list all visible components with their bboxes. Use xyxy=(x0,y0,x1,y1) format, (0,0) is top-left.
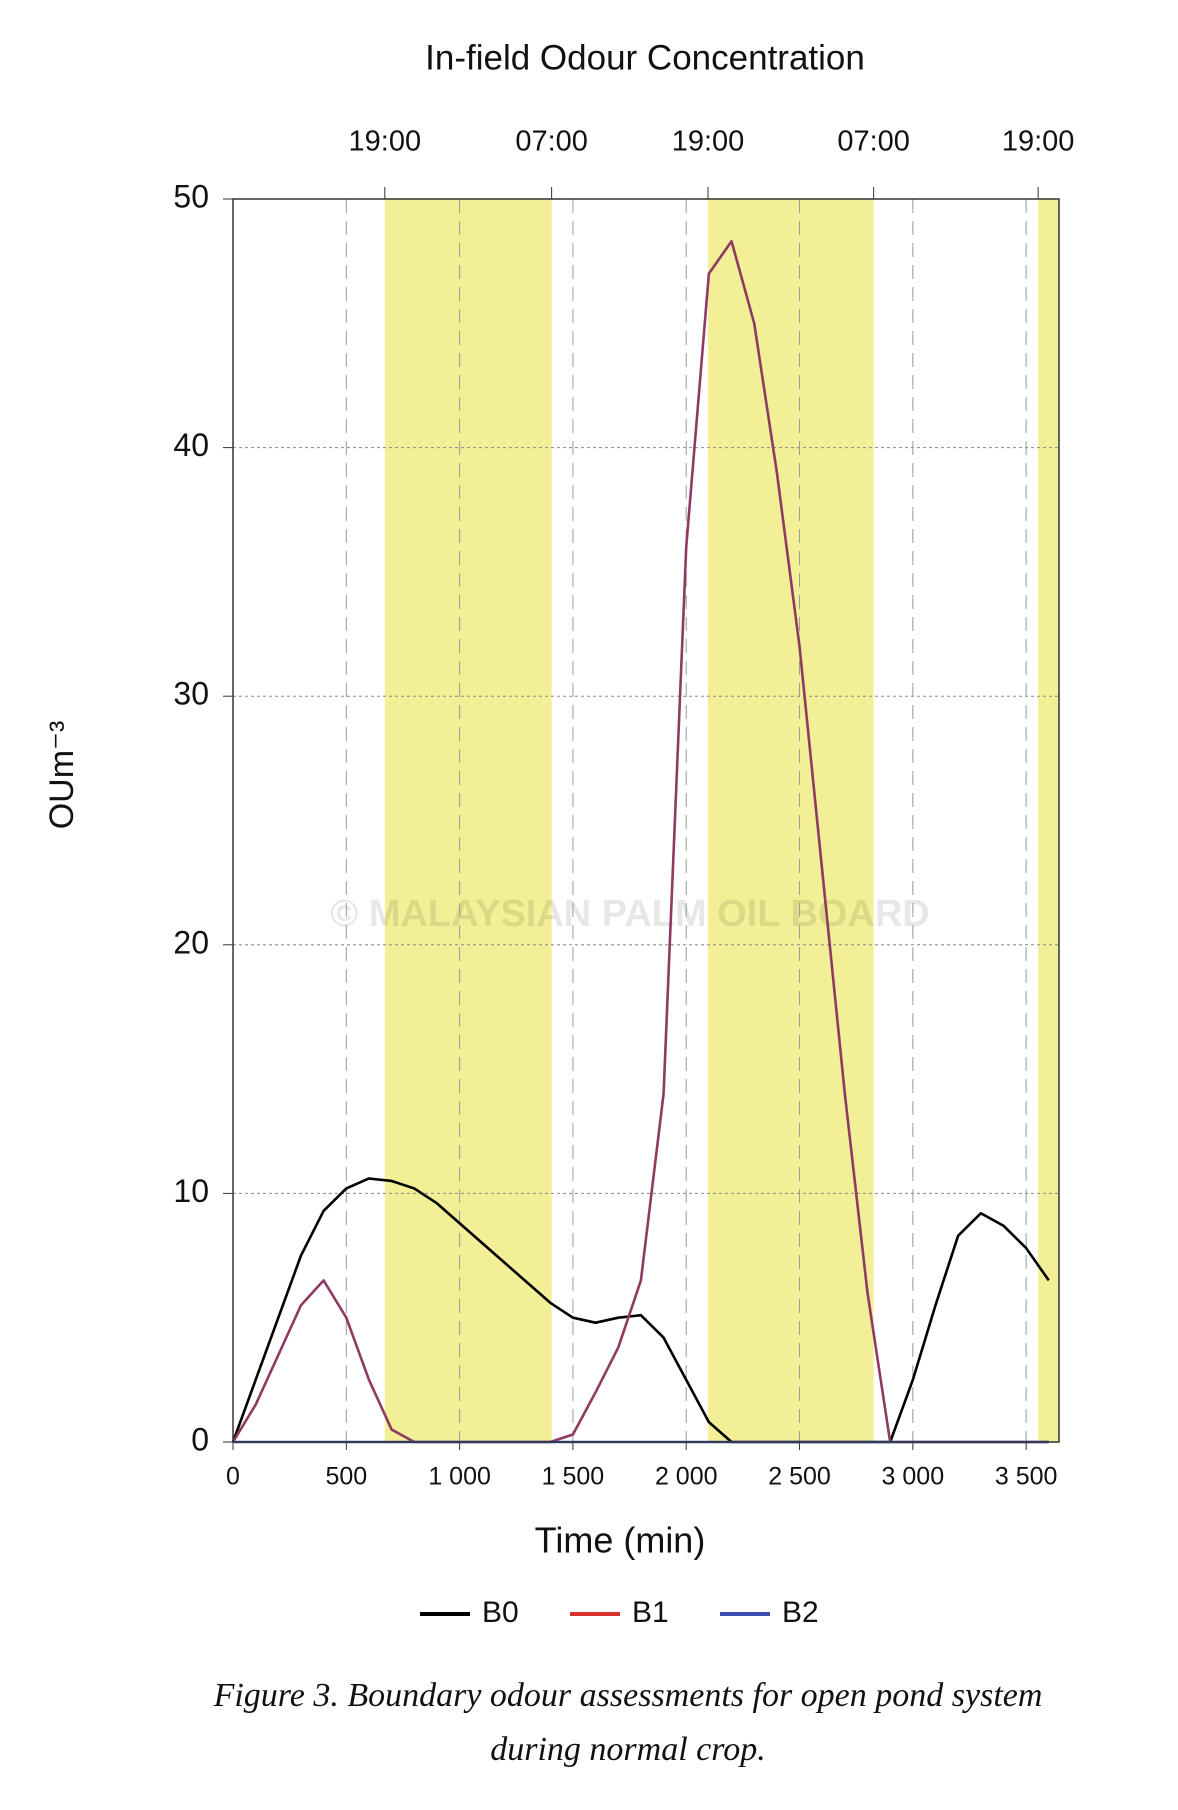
watermark: © MALAYSIAN PALM OIL BOARD xyxy=(330,893,929,935)
top-tick-label: 07:00 xyxy=(837,126,910,158)
y-tick-label: 0 xyxy=(191,1421,209,1457)
series-line xyxy=(231,1177,1050,1444)
chart-title: In-field Odour Concentration xyxy=(425,38,865,77)
legend-label: B2 xyxy=(782,1596,819,1629)
top-tick-label: 19:00 xyxy=(349,126,422,158)
top-tick-label: 19:00 xyxy=(672,126,745,158)
x-tick-label: 3 000 xyxy=(882,1463,945,1491)
x-tick-label: 500 xyxy=(325,1463,367,1491)
plot-frame xyxy=(232,198,1060,1443)
legend-label: B1 xyxy=(632,1596,669,1629)
top-tick-label: 07:00 xyxy=(515,126,588,158)
night-band xyxy=(384,199,552,1442)
x-tick-label: 1 000 xyxy=(428,1463,491,1491)
series-line xyxy=(231,239,1049,1444)
y-tick-label: 40 xyxy=(173,427,209,463)
x-tick-label: 0 xyxy=(226,1463,240,1491)
x-axis-label: Time (min) xyxy=(535,1520,706,1561)
x-tick-label: 3 500 xyxy=(995,1463,1058,1491)
y-tick-label: 10 xyxy=(173,1173,209,1209)
y-axis-label: OUm⁻³ xyxy=(43,721,81,830)
legend-label: B0 xyxy=(482,1596,519,1629)
night-band xyxy=(1038,199,1059,1442)
y-tick-label: 30 xyxy=(173,676,209,712)
top-tick-label: 19:00 xyxy=(1002,126,1075,158)
y-tick-label: 20 xyxy=(173,924,209,960)
caption: Figure 3. Boundary odour assessments for… xyxy=(213,1677,1043,1714)
y-tick-label: 50 xyxy=(173,178,209,214)
night-band xyxy=(707,199,874,1442)
x-tick-label: 1 500 xyxy=(542,1463,605,1491)
x-tick-label: 2 000 xyxy=(655,1463,718,1491)
x-tick-label: 2 500 xyxy=(768,1463,831,1491)
caption: during normal crop. xyxy=(490,1731,765,1768)
